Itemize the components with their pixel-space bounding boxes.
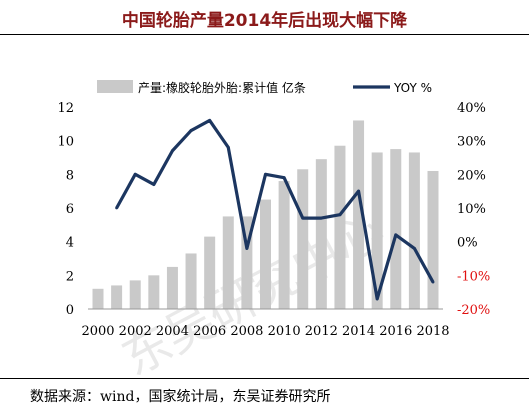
legend-line-label: YOY % <box>393 81 432 95</box>
bar-2001 <box>111 285 123 309</box>
y-right-tick: 30% <box>457 135 486 150</box>
x-tick-label: 2010 <box>268 324 301 339</box>
y-left-tick: 6 <box>66 202 74 217</box>
yoy-point-2007 <box>226 146 230 149</box>
bar-2017 <box>408 152 420 309</box>
top-rule <box>0 34 529 35</box>
x-tick-label: 2006 <box>193 324 226 339</box>
bar-2016 <box>390 149 402 309</box>
y-right-tick: 40% <box>457 101 486 116</box>
yoy-point-2018 <box>431 280 435 284</box>
y-right-tick: -20% <box>457 303 490 318</box>
yoy-point-2014 <box>357 189 360 193</box>
yoy-point-2006 <box>208 119 212 122</box>
y-left-tick: 2 <box>66 269 74 284</box>
legend-bar-label: 产量:橡胶轮胎外胎:累计值 亿条 <box>138 80 306 95</box>
y-left-tick: 0 <box>66 303 74 318</box>
bar-2012 <box>315 159 327 309</box>
bar-2011 <box>297 169 309 309</box>
yoy-point-2004 <box>171 149 174 153</box>
x-tick-label: 2012 <box>305 324 338 339</box>
bar-2000 <box>92 288 104 309</box>
y-left-tick: 4 <box>66 236 74 251</box>
x-tick-label: 2018 <box>416 324 449 339</box>
bar-2006 <box>204 236 216 309</box>
x-tick-label: 2008 <box>230 324 263 339</box>
bar-2014 <box>353 120 365 309</box>
bar-2018 <box>427 170 439 309</box>
yoy-point-2011 <box>301 216 305 220</box>
yoy-point-2003 <box>152 183 156 186</box>
x-tick-label: 2014 <box>342 324 375 339</box>
x-tick-label: 2016 <box>379 324 412 339</box>
y-right-tick: -10% <box>457 269 490 284</box>
y-right-tick: 20% <box>457 168 486 183</box>
y-left-tick: 8 <box>66 168 74 183</box>
source-note: 数据来源：wind，国家统计局，东吴证券研究所 <box>30 389 331 405</box>
bar-2009 <box>260 199 271 309</box>
y-right-tick: 0% <box>457 236 478 251</box>
bottom-rule <box>0 378 529 379</box>
tire-production-chart: 东吴研究中心 024681012-20%-10%0%10%20%30%40%20… <box>57 80 490 375</box>
bar-2008 <box>241 216 253 309</box>
legend-bar-swatch <box>97 80 133 93</box>
yoy-line <box>115 118 435 301</box>
yoy-point-2009 <box>264 172 267 176</box>
bar-2010 <box>278 181 290 309</box>
yoy-point-2013 <box>338 213 342 217</box>
bar-2003 <box>148 275 160 309</box>
x-tick-label: 2002 <box>119 324 152 339</box>
bar-2002 <box>129 280 141 309</box>
y-left-tick: 10 <box>57 135 74 150</box>
bar-2015 <box>371 152 383 309</box>
bar-2007 <box>222 216 234 309</box>
yoy-point-2015 <box>375 297 379 301</box>
bar-2013 <box>334 145 346 309</box>
yoy-point-2016 <box>394 233 398 237</box>
yoy-point-2001 <box>115 206 119 210</box>
yoy-point-2012 <box>319 216 323 220</box>
bar-2004 <box>166 266 178 309</box>
bar-2005 <box>185 253 197 309</box>
yoy-point-2008 <box>245 247 249 250</box>
yoy-point-2002 <box>133 172 137 176</box>
yoy-point-2005 <box>189 129 193 132</box>
x-tick-label: 2004 <box>156 324 189 339</box>
x-tick-label: 2000 <box>81 324 114 339</box>
chart-title: 中国轮胎产量2014年后出现大幅下降 <box>121 11 408 31</box>
y-right-tick: 10% <box>457 202 486 217</box>
yoy-point-2010 <box>282 176 286 180</box>
y-left-tick: 12 <box>57 101 74 116</box>
yoy-point-2017 <box>412 247 416 250</box>
